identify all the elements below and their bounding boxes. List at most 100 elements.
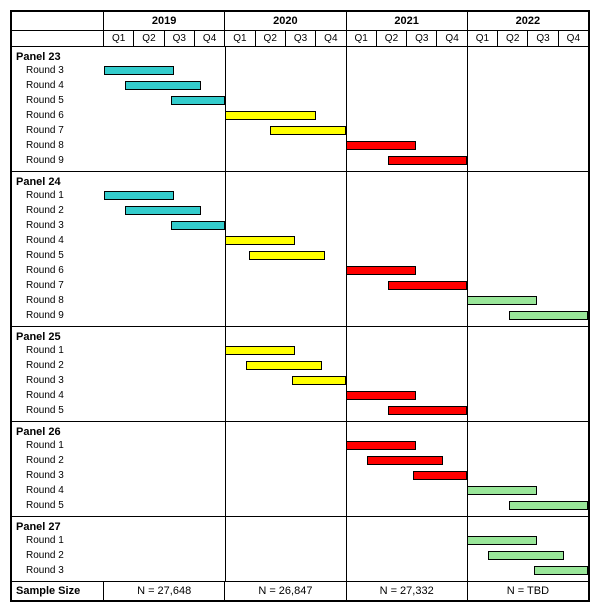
quarter-header: Q2 <box>134 31 164 46</box>
row-label: Round 6 <box>12 265 104 276</box>
gantt-row: Round 3 <box>12 63 588 78</box>
gantt-row: Round 3 <box>12 373 588 388</box>
quarter-header: Q1 <box>468 31 498 46</box>
gantt-row: Round 9 <box>12 153 588 168</box>
footer-cell: N = 26,847 <box>225 582 346 600</box>
gantt-row: Round 1 <box>12 533 588 548</box>
bar-track <box>104 293 588 308</box>
bar-track <box>104 78 588 93</box>
gantt-chart: 2019202020212022 Q1Q2Q3Q4Q1Q2Q3Q4Q1Q2Q3Q… <box>10 10 590 602</box>
gantt-bar <box>171 221 225 230</box>
row-label: Round 2 <box>12 205 104 216</box>
gantt-row: Round 4 <box>12 483 588 498</box>
gantt-row: Round 2 <box>12 358 588 373</box>
panel-title: Panel 25 <box>12 328 104 343</box>
bar-track <box>104 248 588 263</box>
header-years-row: 2019202020212022 <box>12 12 588 31</box>
gantt-row: Round 6 <box>12 263 588 278</box>
bar-track <box>104 343 588 358</box>
row-label: Round 1 <box>12 535 104 546</box>
header-quarters-row: Q1Q2Q3Q4Q1Q2Q3Q4Q1Q2Q3Q4Q1Q2Q3Q4 <box>12 31 588 47</box>
gantt-row: Round 5 <box>12 498 588 513</box>
row-label: Round 2 <box>12 455 104 466</box>
gantt-bar <box>467 536 537 545</box>
gantt-row: Round 7 <box>12 278 588 293</box>
quarter-header: Q2 <box>377 31 407 46</box>
bar-track <box>104 63 588 78</box>
gantt-row: Round 7 <box>12 123 588 138</box>
gantt-bar <box>225 111 316 120</box>
gantt-bar <box>104 191 174 200</box>
row-label: Round 7 <box>12 280 104 291</box>
gantt-row: Round 5 <box>12 403 588 418</box>
year-header: 2020 <box>225 12 346 30</box>
chart-body: Panel 23 Round 3 Round 4 Round 5 Round 6 Roun… <box>12 47 588 581</box>
quarter-header: Q3 <box>165 31 195 46</box>
panel-group: Panel 24Round 1Round 2Round 3Round 4Roun… <box>12 172 588 327</box>
quarter-header: Q1 <box>347 31 377 46</box>
gantt-bar <box>367 456 443 465</box>
gantt-row: Round 8 <box>12 138 588 153</box>
footer-cell: N = TBD <box>468 582 588 600</box>
gantt-bar <box>270 126 346 135</box>
row-label: Round 8 <box>12 295 104 306</box>
row-label: Round 9 <box>12 310 104 321</box>
bar-track <box>104 548 588 563</box>
gantt-row: Round 3 <box>12 468 588 483</box>
row-label: Round 5 <box>12 500 104 511</box>
panel-title: Panel 27 <box>12 518 104 533</box>
gantt-row: Round 2 <box>12 548 588 563</box>
gantt-row: Round 2 <box>12 203 588 218</box>
quarter-header: Q3 <box>286 31 316 46</box>
bar-track <box>104 308 588 323</box>
bar-track <box>104 123 588 138</box>
gantt-bar <box>346 391 416 400</box>
gantt-row: Round 3 <box>12 563 588 578</box>
gantt-bar <box>388 156 467 165</box>
quarter-header: Q3 <box>407 31 437 46</box>
row-label: Round 3 <box>12 565 104 576</box>
row-label: Round 2 <box>12 550 104 561</box>
bar-track <box>104 373 588 388</box>
bar-track <box>104 188 588 203</box>
gantt-bar <box>534 566 588 575</box>
gantt-row: Round 6 <box>12 108 588 123</box>
subheader-blank <box>12 31 104 46</box>
gantt-bar <box>509 501 588 510</box>
gantt-bar <box>388 406 467 415</box>
header-blank <box>12 12 104 30</box>
row-label: Round 3 <box>12 470 104 481</box>
panel-group: Panel 26Round 1Round 2Round 3Round 4Roun… <box>12 422 588 517</box>
row-label: Round 3 <box>12 65 104 76</box>
row-label: Round 5 <box>12 250 104 261</box>
gantt-bar <box>413 471 467 480</box>
bar-track <box>104 533 588 548</box>
footer-cell: N = 27,332 <box>347 582 468 600</box>
panel-group: Panel 25 Round 1 Round 2Round 3 Round 4 Roun… <box>12 327 588 422</box>
row-label: Round 1 <box>12 440 104 451</box>
footer-cell: N = 27,648 <box>104 582 225 600</box>
quarter-header: Q4 <box>559 31 588 46</box>
row-label: Round 4 <box>12 80 104 91</box>
row-label: Round 9 <box>12 155 104 166</box>
row-label: Round 7 <box>12 125 104 136</box>
row-label: Round 4 <box>12 390 104 401</box>
gantt-row: Round 1 <box>12 343 588 358</box>
gantt-row: Round 3 <box>12 218 588 233</box>
panel-title: Panel 23 <box>12 48 104 63</box>
panel-group: Panel 23Round 3Round 4Round 5Round 6Roun… <box>12 47 588 172</box>
bar-track <box>104 483 588 498</box>
panel-group: Panel 27 Round 1 Round 2 Round 3 <box>12 517 588 581</box>
gantt-bar <box>346 141 416 150</box>
gantt-bar <box>346 266 416 275</box>
year-header: 2022 <box>468 12 588 30</box>
bar-track <box>104 358 588 373</box>
quarter-header: Q3 <box>528 31 558 46</box>
gantt-bar <box>249 251 325 260</box>
row-label: Round 1 <box>12 345 104 356</box>
gantt-bar <box>225 346 295 355</box>
gantt-bar <box>346 441 416 450</box>
bar-track <box>104 388 588 403</box>
bar-track <box>104 203 588 218</box>
bar-track <box>104 468 588 483</box>
